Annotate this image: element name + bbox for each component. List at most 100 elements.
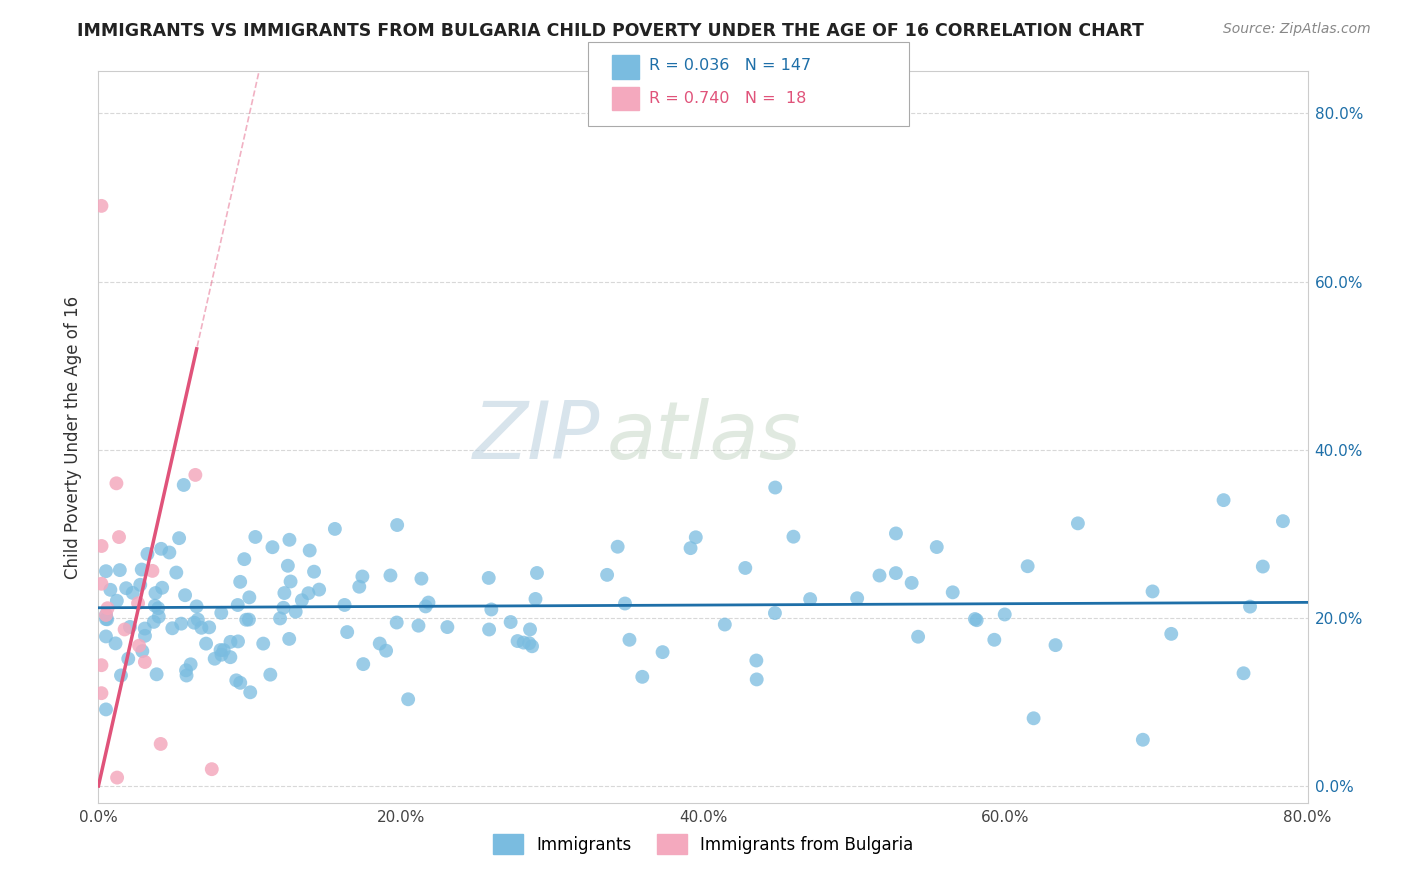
Point (262, 540, 284, 554)
Point (745, 653, 768, 667)
Point (884, 526, 907, 541)
Point (115, 581, 138, 595)
Point (219, 650, 242, 665)
Point (273, 600, 295, 615)
Point (97, 601, 120, 615)
Point (117, 651, 139, 665)
Point (134, 655, 156, 669)
Point (219, 635, 242, 649)
Point (90, 658, 112, 673)
Point (517, 636, 540, 650)
Point (519, 623, 541, 637)
Point (127, 596, 149, 610)
Point (94, 629, 117, 643)
Point (479, 602, 502, 616)
Point (259, 667, 281, 681)
Point (478, 571, 501, 585)
Point (104, 636, 127, 650)
Point (184, 467, 207, 482)
Point (148, 609, 170, 624)
Point (436, 620, 458, 634)
Point (297, 586, 319, 600)
Point (685, 530, 707, 544)
Point (209, 606, 232, 620)
Point (1067, 516, 1090, 531)
Point (90, 199, 112, 213)
Point (291, 593, 314, 607)
Point (148, 601, 170, 615)
Point (143, 599, 166, 613)
Point (105, 476, 128, 491)
Point (506, 634, 529, 648)
Point (1212, 493, 1234, 508)
Point (167, 531, 190, 545)
Point (734, 561, 756, 575)
Point (763, 481, 786, 495)
Point (141, 564, 163, 578)
Text: R = 0.036   N = 147: R = 0.036 N = 147 (648, 58, 811, 73)
Point (1251, 559, 1274, 574)
Point (245, 530, 267, 544)
Point (1160, 627, 1182, 641)
Point (173, 478, 195, 492)
Point (385, 518, 408, 533)
Point (190, 621, 212, 635)
Point (1239, 599, 1261, 614)
Point (94, 607, 117, 622)
Point (799, 592, 821, 607)
Point (1142, 584, 1164, 599)
Point (277, 558, 299, 573)
Point (524, 591, 547, 606)
Point (145, 667, 167, 681)
Point (238, 591, 260, 605)
Point (187, 613, 209, 627)
Point (238, 613, 260, 627)
Point (129, 578, 152, 592)
Point (142, 615, 165, 629)
Point (526, 566, 548, 580)
Point (763, 606, 786, 620)
Point (349, 580, 371, 594)
Text: ZIP: ZIP (472, 398, 600, 476)
Point (269, 611, 291, 625)
Point (94, 612, 117, 626)
Point (942, 585, 965, 599)
Point (235, 613, 257, 627)
Point (308, 582, 330, 597)
Point (614, 597, 637, 611)
Point (273, 586, 295, 600)
Point (925, 540, 948, 554)
Point (411, 572, 433, 586)
Point (1132, 732, 1154, 747)
Text: IMMIGRANTS VS IMMIGRANTS FROM BULGARIA CHILD POVERTY UNDER THE AGE OF 16 CORRELA: IMMIGRANTS VS IMMIGRANTS FROM BULGARIA C… (77, 22, 1144, 40)
Point (900, 575, 922, 590)
Point (134, 622, 156, 636)
Point (278, 533, 301, 547)
Point (512, 635, 534, 649)
Point (108, 563, 131, 577)
Point (233, 552, 256, 566)
Point (302, 565, 325, 579)
Point (252, 637, 274, 651)
Point (1232, 666, 1254, 681)
Point (323, 522, 346, 536)
Point (884, 566, 907, 581)
Text: atlas: atlas (606, 398, 801, 476)
Point (131, 644, 153, 658)
Point (418, 596, 440, 610)
Point (186, 599, 208, 614)
Point (145, 586, 167, 600)
Point (229, 675, 252, 690)
Point (782, 530, 804, 544)
Point (94, 702, 117, 716)
Point (225, 673, 247, 688)
Point (336, 625, 359, 640)
Point (174, 663, 197, 677)
Point (375, 643, 398, 657)
Point (94, 607, 117, 622)
Point (204, 651, 226, 665)
Point (157, 545, 180, 559)
Point (596, 567, 619, 582)
Point (90, 576, 112, 591)
Point (90, 686, 112, 700)
